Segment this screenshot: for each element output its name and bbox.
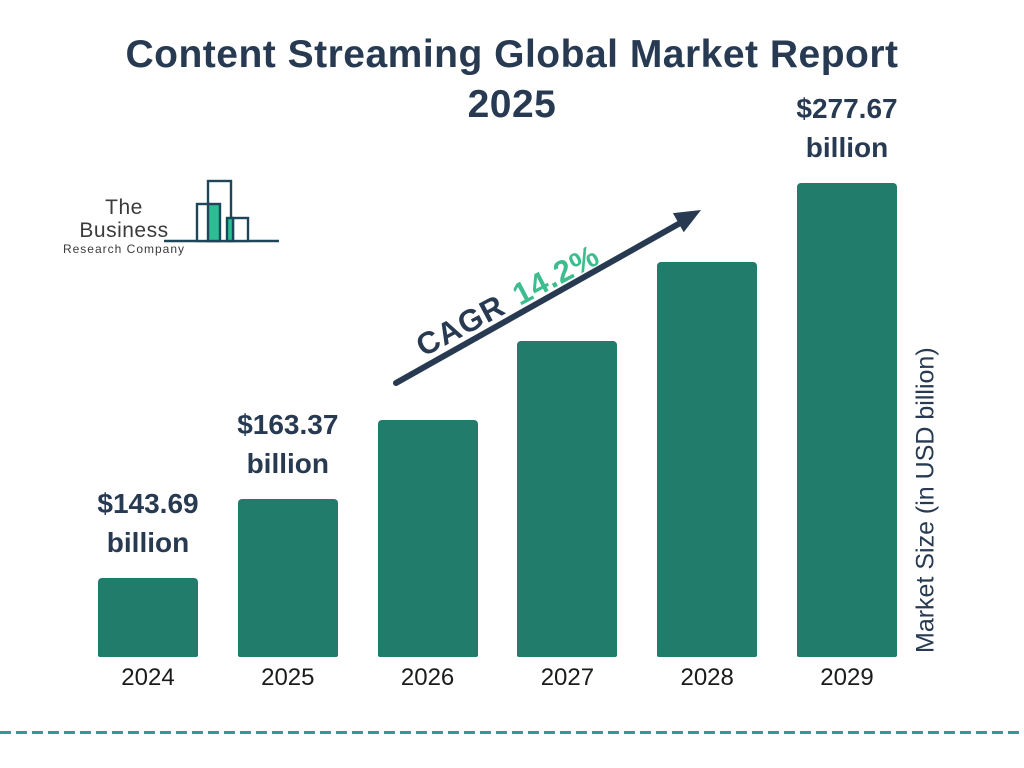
company-logo: The Business Research Company <box>0 170 300 256</box>
bottom-dashed-divider <box>0 731 1024 734</box>
bar-2025 <box>237 499 338 657</box>
bar-2028 <box>657 262 758 657</box>
y-axis-label: Market Size (in USD billion) <box>911 347 940 653</box>
value-label-2025: $163.37 billion <box>237 409 339 479</box>
logo-subname: Research Company <box>62 242 186 256</box>
bar-2027 <box>517 341 618 657</box>
x-tick-2027: 2027 <box>540 664 595 691</box>
x-tick-2029: 2029 <box>820 664 874 691</box>
bar-2029 <box>797 183 897 657</box>
logo-text: The Business Research Company <box>58 196 190 256</box>
logo-name: The Business <box>79 196 169 242</box>
page-title: Content Streaming Global Market Report 2… <box>125 33 899 126</box>
x-tick-2028: 2028 <box>680 664 734 691</box>
value-label-2029: $277.67 billion <box>796 93 898 163</box>
cagr-label: CAGR <box>410 287 511 364</box>
logo-bars-icon <box>164 179 279 243</box>
x-tick-2026: 2026 <box>400 664 455 691</box>
bar-2026 <box>377 420 478 657</box>
cagr-value: 14.2% <box>506 237 606 313</box>
bar-2024 <box>98 578 198 657</box>
value-label-2024: $143.69 billion <box>97 488 199 558</box>
x-tick-2025: 2025 <box>261 664 315 691</box>
x-tick-2024: 2024 <box>121 664 175 691</box>
